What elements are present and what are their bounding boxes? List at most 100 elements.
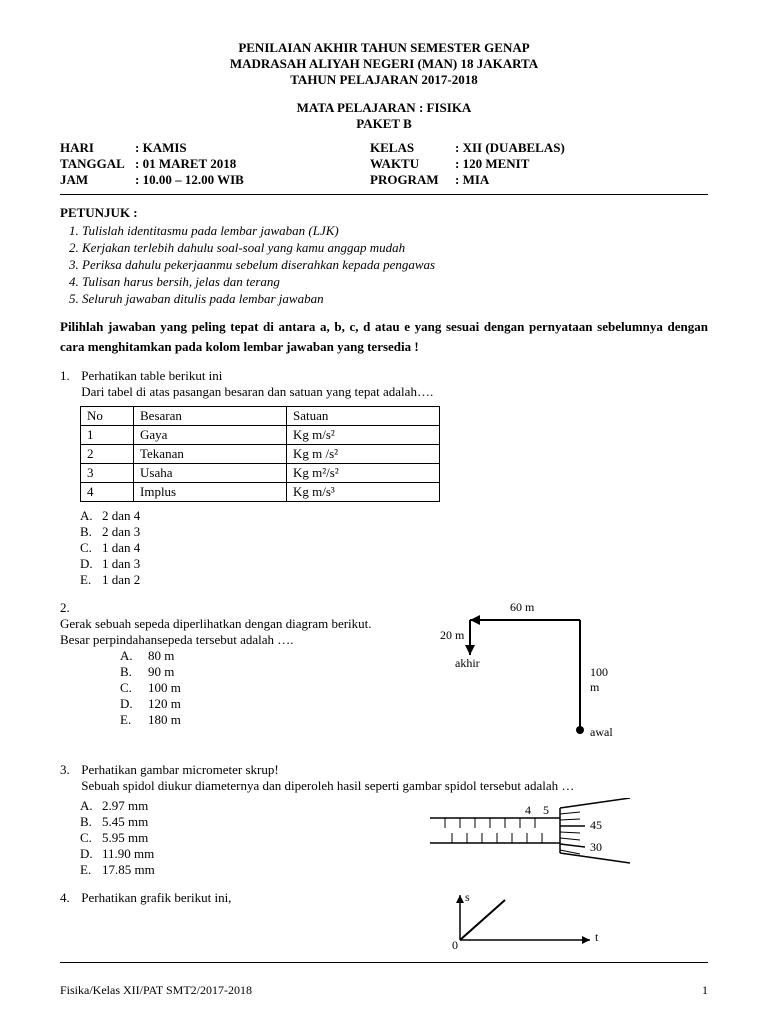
opt-text: 1 dan 3 — [102, 556, 140, 571]
hari-value: : KAMIS — [135, 140, 187, 155]
cell: Kg m /s² — [287, 445, 440, 464]
scale-main2: 5 — [543, 803, 549, 818]
q2-diagram: 60 m 20 m 100 m akhir awal — [410, 600, 620, 750]
opt-letter: B. — [80, 524, 102, 540]
jam-label: JAM — [60, 172, 135, 188]
q2-text1: Gerak sebuah sepeda diperlihatkan dengan… — [60, 616, 390, 632]
th-no: No — [81, 407, 134, 426]
packet-label: PAKET B — [60, 116, 708, 132]
scale-main1: 4 — [525, 803, 531, 818]
instr-item: Periksa dahulu pekerjaanmu sebelum diser… — [82, 257, 708, 273]
th-besaran: Besaran — [134, 407, 287, 426]
question-2: 2. Gerak sebuah sepeda diperlihatkan den… — [60, 600, 708, 750]
footer-left: Fisika/Kelas XII/PAT SMT2/2017-2018 — [60, 983, 252, 998]
opt-text: 1 dan 2 — [102, 572, 140, 587]
cell: 4 — [81, 483, 134, 502]
opt-text: 90 m — [148, 664, 174, 679]
question-3: 3. Perhatikan gambar micrometer skrup! S… — [60, 762, 708, 878]
opt-text: 180 m — [148, 712, 181, 727]
q4-diagram: s t 0 — [430, 890, 610, 950]
program-value: : MIA — [455, 172, 489, 187]
scale-thimble1: 45 — [590, 818, 602, 833]
opt-letter: B. — [80, 814, 102, 830]
divider — [60, 194, 708, 195]
instr-item: Seluruh jawaban ditulis pada lembar jawa… — [82, 291, 708, 307]
instructions-list: Tulislah identitasmu pada lembar jawaban… — [60, 223, 708, 307]
q4-text: Perhatikan grafik berikut ini, — [81, 890, 231, 905]
opt-letter: E. — [80, 572, 102, 588]
question-4: 4. Perhatikan grafik berikut ini, s t 0 — [60, 890, 708, 950]
opt-text: 2 dan 3 — [102, 524, 140, 539]
opt-letter: D. — [80, 846, 102, 862]
displacement-diagram-icon — [410, 600, 620, 750]
opt-text: 120 m — [148, 696, 181, 711]
info-row: HARI: KAMIS TANGGAL: 01 MARET 2018 JAM: … — [60, 140, 708, 188]
cell: Implus — [134, 483, 287, 502]
cell: Kg m/s³ — [287, 483, 440, 502]
opt-letter: E. — [80, 862, 102, 878]
opt-text: 5.95 mm — [102, 830, 148, 845]
opt-text: 5.45 mm — [102, 814, 148, 829]
diagram-label-end: akhir — [455, 656, 480, 671]
q2-number: 2. — [60, 600, 78, 616]
scale-thimble2: 30 — [590, 840, 602, 855]
axis-y: s — [465, 890, 470, 905]
opt-text: 17.85 mm — [102, 862, 155, 877]
diagram-label-left: 20 m — [440, 628, 464, 643]
cell: Tekanan — [134, 445, 287, 464]
instr-item: Tulisan harus bersih, jelas dan terang — [82, 274, 708, 290]
opt-letter: C. — [80, 830, 102, 846]
q3-number: 3. — [60, 762, 78, 778]
opt-letter: A. — [120, 648, 148, 664]
q1-table: No Besaran Satuan 1GayaKg m/s² 2TekananK… — [80, 406, 440, 502]
footer-divider — [60, 962, 708, 963]
diagram-label-top: 60 m — [510, 600, 534, 615]
q1-text2: Dari tabel di atas pasangan besaran dan … — [81, 384, 701, 400]
q1-options: A.2 dan 4 B.2 dan 3 C.1 dan 4 D.1 dan 3 … — [80, 508, 708, 588]
q3-text2: Sebuah spidol diukur diameternya dan dip… — [81, 778, 701, 794]
footer: Fisika/Kelas XII/PAT SMT2/2017-2018 1 — [60, 983, 708, 998]
opt-letter: D. — [80, 556, 102, 572]
cell: 3 — [81, 464, 134, 483]
kelas-value: : XII (DUABELAS) — [455, 140, 565, 155]
opt-text: 2 dan 4 — [102, 508, 140, 523]
tanggal-value: : 01 MARET 2018 — [135, 156, 236, 171]
instr-item: Kerjakan terlebih dahulu soal-soal yang … — [82, 240, 708, 256]
choose-instruction: Pilihlah jawaban yang peling tepat di an… — [60, 317, 708, 356]
kelas-label: KELAS — [370, 140, 455, 156]
q3-options: A.2.97 mm B.5.45 mm C.5.95 mm D.11.90 mm… — [80, 798, 430, 878]
cell: Usaha — [134, 464, 287, 483]
q3-text1: Perhatikan gambar micrometer skrup! — [81, 762, 701, 778]
program-label: PROGRAM — [370, 172, 455, 188]
cell: Gaya — [134, 426, 287, 445]
th-satuan: Satuan — [287, 407, 440, 426]
opt-letter: D. — [120, 696, 148, 712]
opt-letter: B. — [120, 664, 148, 680]
diagram-label-right: 100 m — [590, 665, 620, 695]
cell: Kg m²/s² — [287, 464, 440, 483]
axis-origin: 0 — [452, 938, 458, 953]
header-line1: PENILAIAN AKHIR TAHUN SEMESTER GENAP — [60, 40, 708, 56]
cell: Kg m/s² — [287, 426, 440, 445]
instructions-title: PETUNJUK : — [60, 205, 708, 221]
header-title: PENILAIAN AKHIR TAHUN SEMESTER GENAP MAD… — [60, 40, 708, 88]
cell: 1 — [81, 426, 134, 445]
opt-letter: A. — [80, 508, 102, 524]
q4-number: 4. — [60, 890, 78, 906]
axis-x: t — [595, 930, 598, 945]
opt-letter: C. — [120, 680, 148, 696]
q1-number: 1. — [60, 368, 78, 384]
header-line3: TAHUN PELAJARAN 2017-2018 — [60, 72, 708, 88]
opt-letter: A. — [80, 798, 102, 814]
cell: 2 — [81, 445, 134, 464]
question-1: 1. Perhatikan table berikut ini Dari tab… — [60, 368, 708, 588]
q3-diagram: 4 5 45 30 — [430, 798, 660, 868]
instr-item: Tulislah identitasmu pada lembar jawaban… — [82, 223, 708, 239]
waktu-value: : 120 MENIT — [455, 156, 529, 171]
header-line2: MADRASAH ALIYAH NEGERI (MAN) 18 JAKARTA — [60, 56, 708, 72]
diagram-label-start: awal — [590, 725, 613, 740]
q2-text2: Besar perpindahansepeda tersebut adalah … — [60, 632, 390, 648]
opt-text: 80 m — [148, 648, 174, 663]
opt-text: 100 m — [148, 680, 181, 695]
opt-text: 2.97 mm — [102, 798, 148, 813]
